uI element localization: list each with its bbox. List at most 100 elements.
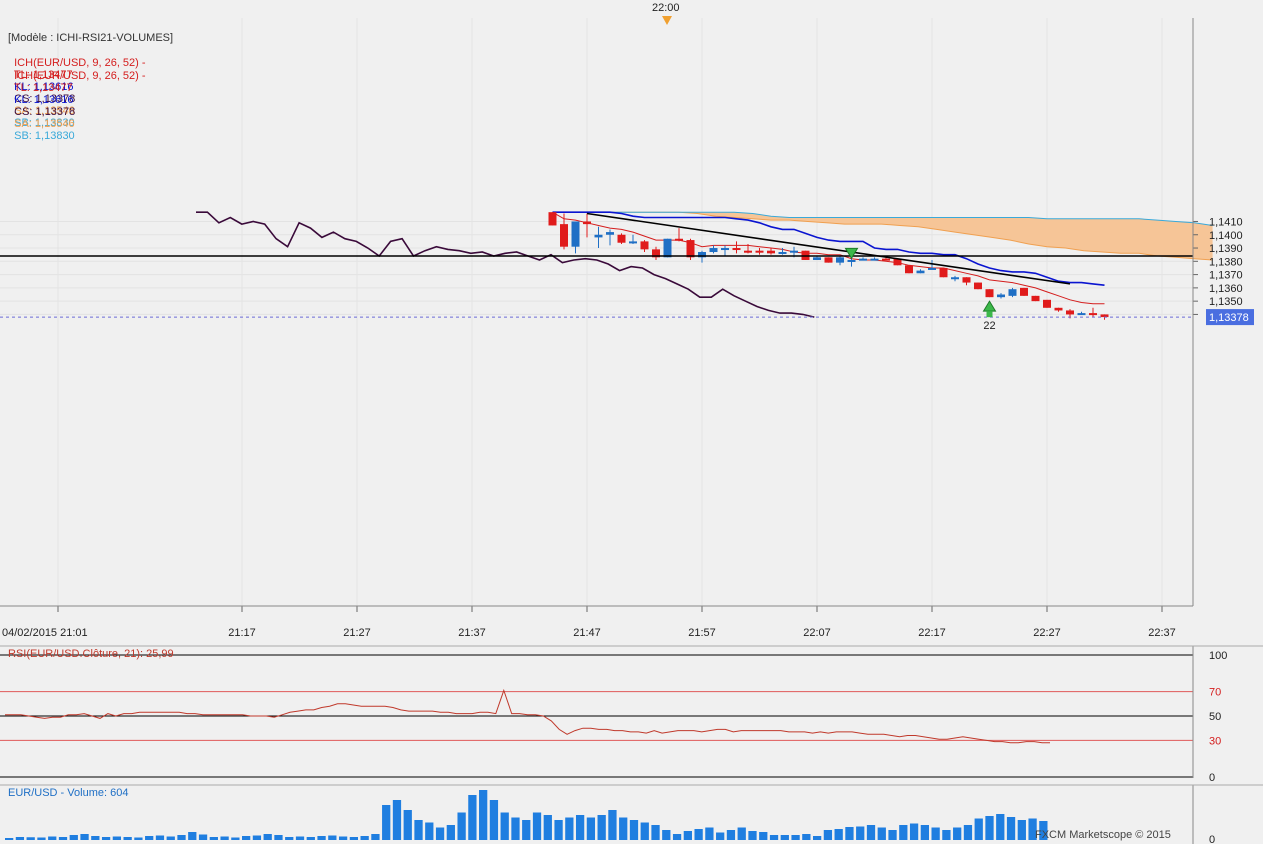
candle-body — [928, 267, 936, 270]
candle-body — [859, 258, 867, 261]
volume-bar — [953, 827, 962, 840]
volume-bar — [802, 834, 811, 840]
candle-body — [974, 282, 982, 290]
legend-sb: SB: 1,13830 — [14, 117, 75, 129]
volume-bar — [285, 837, 294, 840]
candle-body — [617, 234, 626, 243]
volume-bar — [759, 832, 768, 840]
volume-bar — [338, 836, 348, 840]
trendline — [586, 212, 1071, 285]
volume-bar — [317, 836, 326, 840]
volume-bar — [899, 825, 908, 840]
legend-cs: CS: 1,13378 — [14, 106, 76, 118]
candle-body — [893, 258, 902, 266]
rsi-line — [5, 688, 1050, 744]
volume-bar — [435, 827, 445, 840]
ichimoku-legend-1: ICH(EUR/USD, 9, 26, 52) - TL: 1,13477 KL… — [8, 45, 146, 129]
volume-bar — [866, 825, 876, 840]
rsi-tick-label: 0 — [1209, 772, 1215, 784]
arrow-up-icon-stem — [986, 311, 993, 318]
volume-bar — [726, 830, 736, 840]
main-panel-bg — [0, 18, 1193, 606]
candle-body — [997, 294, 1005, 298]
current-price-label: 1,13378 — [1209, 312, 1249, 324]
top-time-marker: 22:00 — [652, 2, 680, 14]
time-tick-label: 22:07 — [803, 627, 831, 639]
kumo-cloud — [587, 212, 1213, 260]
volume-bar — [80, 834, 89, 840]
volume-bar — [263, 834, 272, 840]
candle-body — [1077, 313, 1086, 316]
arrow-down-icon — [844, 247, 859, 260]
volume-bar — [166, 836, 175, 840]
template-label: [Modèle : ICHI-RSI21-VOLUMES] — [8, 32, 174, 44]
candlesticks — [548, 212, 1109, 320]
volume-bar — [48, 836, 57, 840]
candle-body — [640, 241, 649, 250]
volume-bar — [942, 830, 951, 840]
volume-bar — [651, 825, 660, 840]
volume-bar — [242, 836, 251, 840]
volume-bar — [371, 834, 380, 840]
price-tick-label: 1,1400 — [1209, 230, 1243, 242]
volume-bar — [231, 837, 240, 840]
volume-bar — [69, 835, 78, 840]
candle-body — [790, 250, 798, 253]
volume-bar — [112, 836, 122, 840]
candle-body — [916, 270, 925, 274]
indicator-lines — [196, 211, 1105, 318]
candle-body — [1020, 287, 1028, 296]
volume-bar — [306, 837, 315, 840]
candle-body — [686, 240, 695, 258]
volume-bar — [575, 815, 585, 840]
volume-bar — [716, 832, 725, 840]
volume-bar — [769, 835, 779, 840]
volume-bar — [188, 832, 197, 840]
volume-bar — [909, 823, 919, 840]
volume-bar — [1039, 821, 1048, 840]
candle-body — [870, 258, 879, 261]
volume-bar — [295, 836, 305, 840]
volume-bar — [274, 835, 283, 840]
volume-bar — [91, 836, 100, 840]
volume-bar — [672, 834, 682, 840]
candle-body — [767, 250, 775, 254]
volume-zero-label: 0 — [1209, 834, 1215, 844]
volume-bar — [974, 818, 983, 840]
time-tick-label: 22:17 — [918, 627, 946, 639]
candle-body — [847, 259, 856, 262]
volume-bar — [683, 831, 692, 840]
time-axis: 04/02/2015 21:01 21:17 21:27 21:37 21:47 21:5… — [0, 605, 1193, 639]
volume-bar — [37, 837, 46, 840]
volume-bar — [457, 812, 466, 840]
legend-kl: KL: 1,13616 — [14, 94, 74, 106]
volume-bar — [479, 790, 488, 840]
candle-body — [1008, 289, 1017, 296]
legend-sa: SA: 1,13546 — [14, 105, 75, 117]
candle-body — [594, 234, 603, 238]
price-axis: 1,14101,14001,13901,13801,13701,13601,13… — [1192, 18, 1254, 606]
volume-bar — [500, 812, 509, 840]
candle-body — [755, 250, 764, 253]
volume-bar — [812, 836, 822, 840]
rsi-tick-label: 30 — [1209, 735, 1221, 747]
candle-body — [663, 238, 672, 258]
candle-body — [652, 249, 660, 258]
volume-bar — [532, 812, 542, 840]
candle-body — [1089, 313, 1097, 316]
candle-body — [1100, 314, 1109, 318]
ichimoku-cloud — [587, 211, 1213, 261]
watermark: FXCM Marketscope © 2015 — [1035, 829, 1171, 841]
candle-body — [560, 224, 568, 247]
candle-body — [962, 277, 971, 283]
volume-bar — [608, 810, 617, 840]
volume-bar — [134, 837, 143, 840]
volume-bar — [1017, 820, 1026, 840]
rsi-title: RSI(EUR/USD.Clôture, 21): 25,99 — [8, 648, 174, 660]
time-tick-label: 04/02/2015 21:01 — [2, 627, 88, 639]
legend-prefix: ICH(EUR/USD, 9, 26, 52) - — [14, 57, 146, 69]
candle-body — [698, 252, 706, 258]
current-price-badge — [1206, 309, 1254, 326]
volume-bar — [446, 825, 455, 840]
